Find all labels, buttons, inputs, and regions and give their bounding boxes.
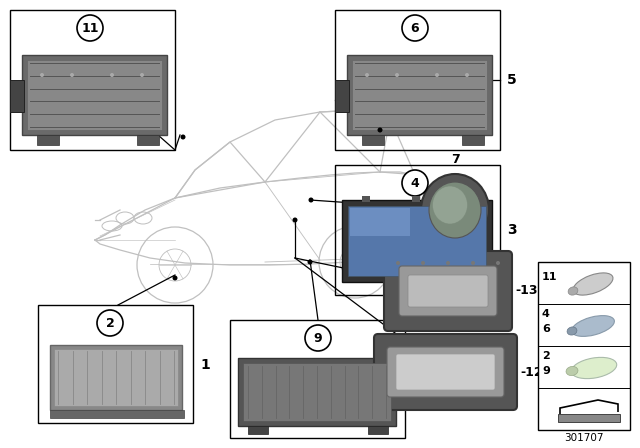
Circle shape	[435, 73, 439, 77]
Bar	[462, 196, 470, 202]
Text: 8: 8	[413, 385, 423, 399]
Ellipse shape	[572, 315, 614, 336]
Bar	[137, 135, 159, 145]
Bar	[27, 60, 162, 130]
Bar	[412, 196, 420, 202]
Bar	[10, 10, 175, 150]
Bar	[230, 320, 405, 438]
Circle shape	[140, 73, 144, 77]
Text: 7: 7	[451, 153, 460, 166]
Circle shape	[365, 73, 369, 77]
Bar	[50, 345, 182, 410]
Text: 2: 2	[542, 351, 550, 361]
Circle shape	[305, 325, 331, 351]
Bar	[38, 305, 193, 423]
FancyBboxPatch shape	[399, 266, 497, 316]
Circle shape	[402, 15, 428, 41]
Bar	[54, 349, 178, 406]
Circle shape	[173, 276, 177, 280]
Ellipse shape	[572, 358, 617, 379]
Circle shape	[308, 198, 314, 202]
Text: 1: 1	[200, 358, 210, 372]
Circle shape	[421, 261, 425, 265]
Bar	[37, 135, 59, 145]
FancyBboxPatch shape	[374, 334, 517, 410]
Ellipse shape	[566, 366, 578, 375]
Circle shape	[465, 73, 469, 77]
Bar	[342, 200, 492, 282]
Ellipse shape	[433, 186, 467, 224]
Bar	[462, 135, 484, 145]
Ellipse shape	[429, 182, 481, 238]
Bar	[362, 135, 384, 145]
Circle shape	[40, 73, 44, 77]
Circle shape	[110, 73, 114, 77]
Bar	[335, 80, 349, 112]
Bar	[538, 262, 630, 430]
Bar	[248, 426, 268, 434]
Circle shape	[77, 15, 103, 41]
Circle shape	[180, 134, 186, 139]
Circle shape	[307, 259, 312, 264]
Ellipse shape	[421, 174, 489, 246]
Ellipse shape	[568, 287, 578, 295]
Circle shape	[396, 261, 400, 265]
Circle shape	[292, 217, 298, 223]
Circle shape	[471, 261, 475, 265]
Bar	[50, 410, 184, 418]
Circle shape	[402, 170, 428, 196]
Text: -13: -13	[515, 284, 538, 297]
Text: 9: 9	[542, 366, 550, 376]
Text: -12: -12	[520, 366, 543, 379]
Text: 9: 9	[314, 332, 323, 345]
Bar	[348, 206, 486, 276]
Circle shape	[70, 73, 74, 77]
Ellipse shape	[573, 273, 613, 295]
Circle shape	[496, 261, 500, 265]
Bar	[10, 80, 24, 112]
Circle shape	[97, 310, 123, 336]
Bar	[362, 196, 370, 202]
Text: 4: 4	[542, 309, 550, 319]
Text: 10: 10	[14, 85, 33, 99]
Bar	[22, 55, 167, 135]
Bar	[352, 60, 487, 130]
Bar	[368, 426, 388, 434]
Bar	[335, 165, 500, 295]
FancyBboxPatch shape	[396, 354, 495, 390]
Bar	[350, 208, 410, 236]
Text: 6: 6	[542, 324, 550, 334]
Text: 11: 11	[542, 272, 557, 282]
FancyBboxPatch shape	[408, 275, 488, 307]
FancyBboxPatch shape	[387, 347, 504, 397]
Bar	[243, 363, 391, 421]
Text: 2: 2	[106, 316, 115, 329]
Circle shape	[446, 261, 450, 265]
Text: 3: 3	[507, 223, 516, 237]
Text: 6: 6	[411, 22, 419, 34]
Bar	[238, 358, 396, 426]
Bar	[347, 55, 492, 135]
Text: 301707: 301707	[564, 433, 604, 443]
Bar	[558, 414, 620, 422]
Bar	[335, 10, 500, 150]
Circle shape	[395, 73, 399, 77]
FancyBboxPatch shape	[384, 251, 512, 331]
Ellipse shape	[567, 327, 577, 335]
Circle shape	[378, 128, 383, 133]
Text: 4: 4	[411, 177, 419, 190]
Text: 5: 5	[507, 73, 516, 87]
Text: 11: 11	[81, 22, 99, 34]
